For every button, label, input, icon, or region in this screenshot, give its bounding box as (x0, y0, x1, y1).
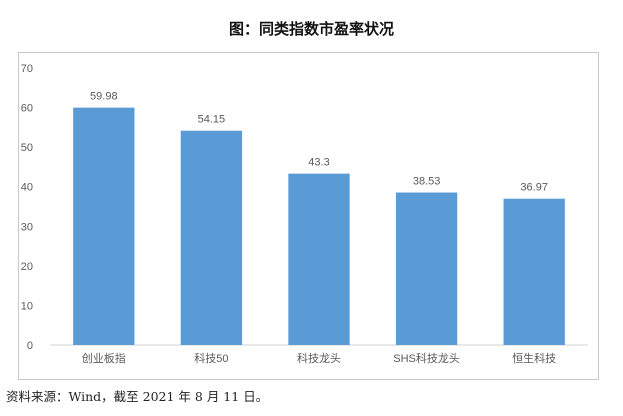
data-label: 36.97 (520, 182, 548, 194)
data-label: 54.15 (198, 114, 226, 126)
category-label: 创业板指 (82, 351, 126, 365)
data-label: 38.53 (413, 176, 441, 188)
bar (180, 130, 243, 345)
bar (503, 198, 565, 345)
y-tick-label: 20 (21, 261, 33, 273)
category-label: 科技50 (194, 351, 228, 365)
y-tick-label: 60 (21, 103, 33, 115)
category-label: 恒生科技 (512, 351, 556, 365)
category-label: 科技龙头 (297, 351, 341, 365)
y-tick-label: 70 (21, 63, 33, 75)
bar (395, 192, 458, 345)
chart-title: 图：同类指数市盈率状况 (228, 20, 394, 38)
y-tick-label: 10 (21, 300, 33, 312)
category-label: SHS科技龙头 (393, 351, 460, 365)
bar (73, 107, 135, 345)
data-label: 43.3 (308, 157, 329, 169)
y-tick-label: 50 (21, 142, 33, 154)
y-tick-label: 40 (21, 182, 33, 194)
data-label: 59.98 (90, 91, 118, 103)
y-tick-label: 30 (21, 221, 33, 233)
bar (288, 173, 350, 345)
source-note: 资料来源：Wind，截至 2021 年 8 月 11 日。 (6, 389, 269, 404)
y-tick-label: 0 (27, 340, 33, 352)
